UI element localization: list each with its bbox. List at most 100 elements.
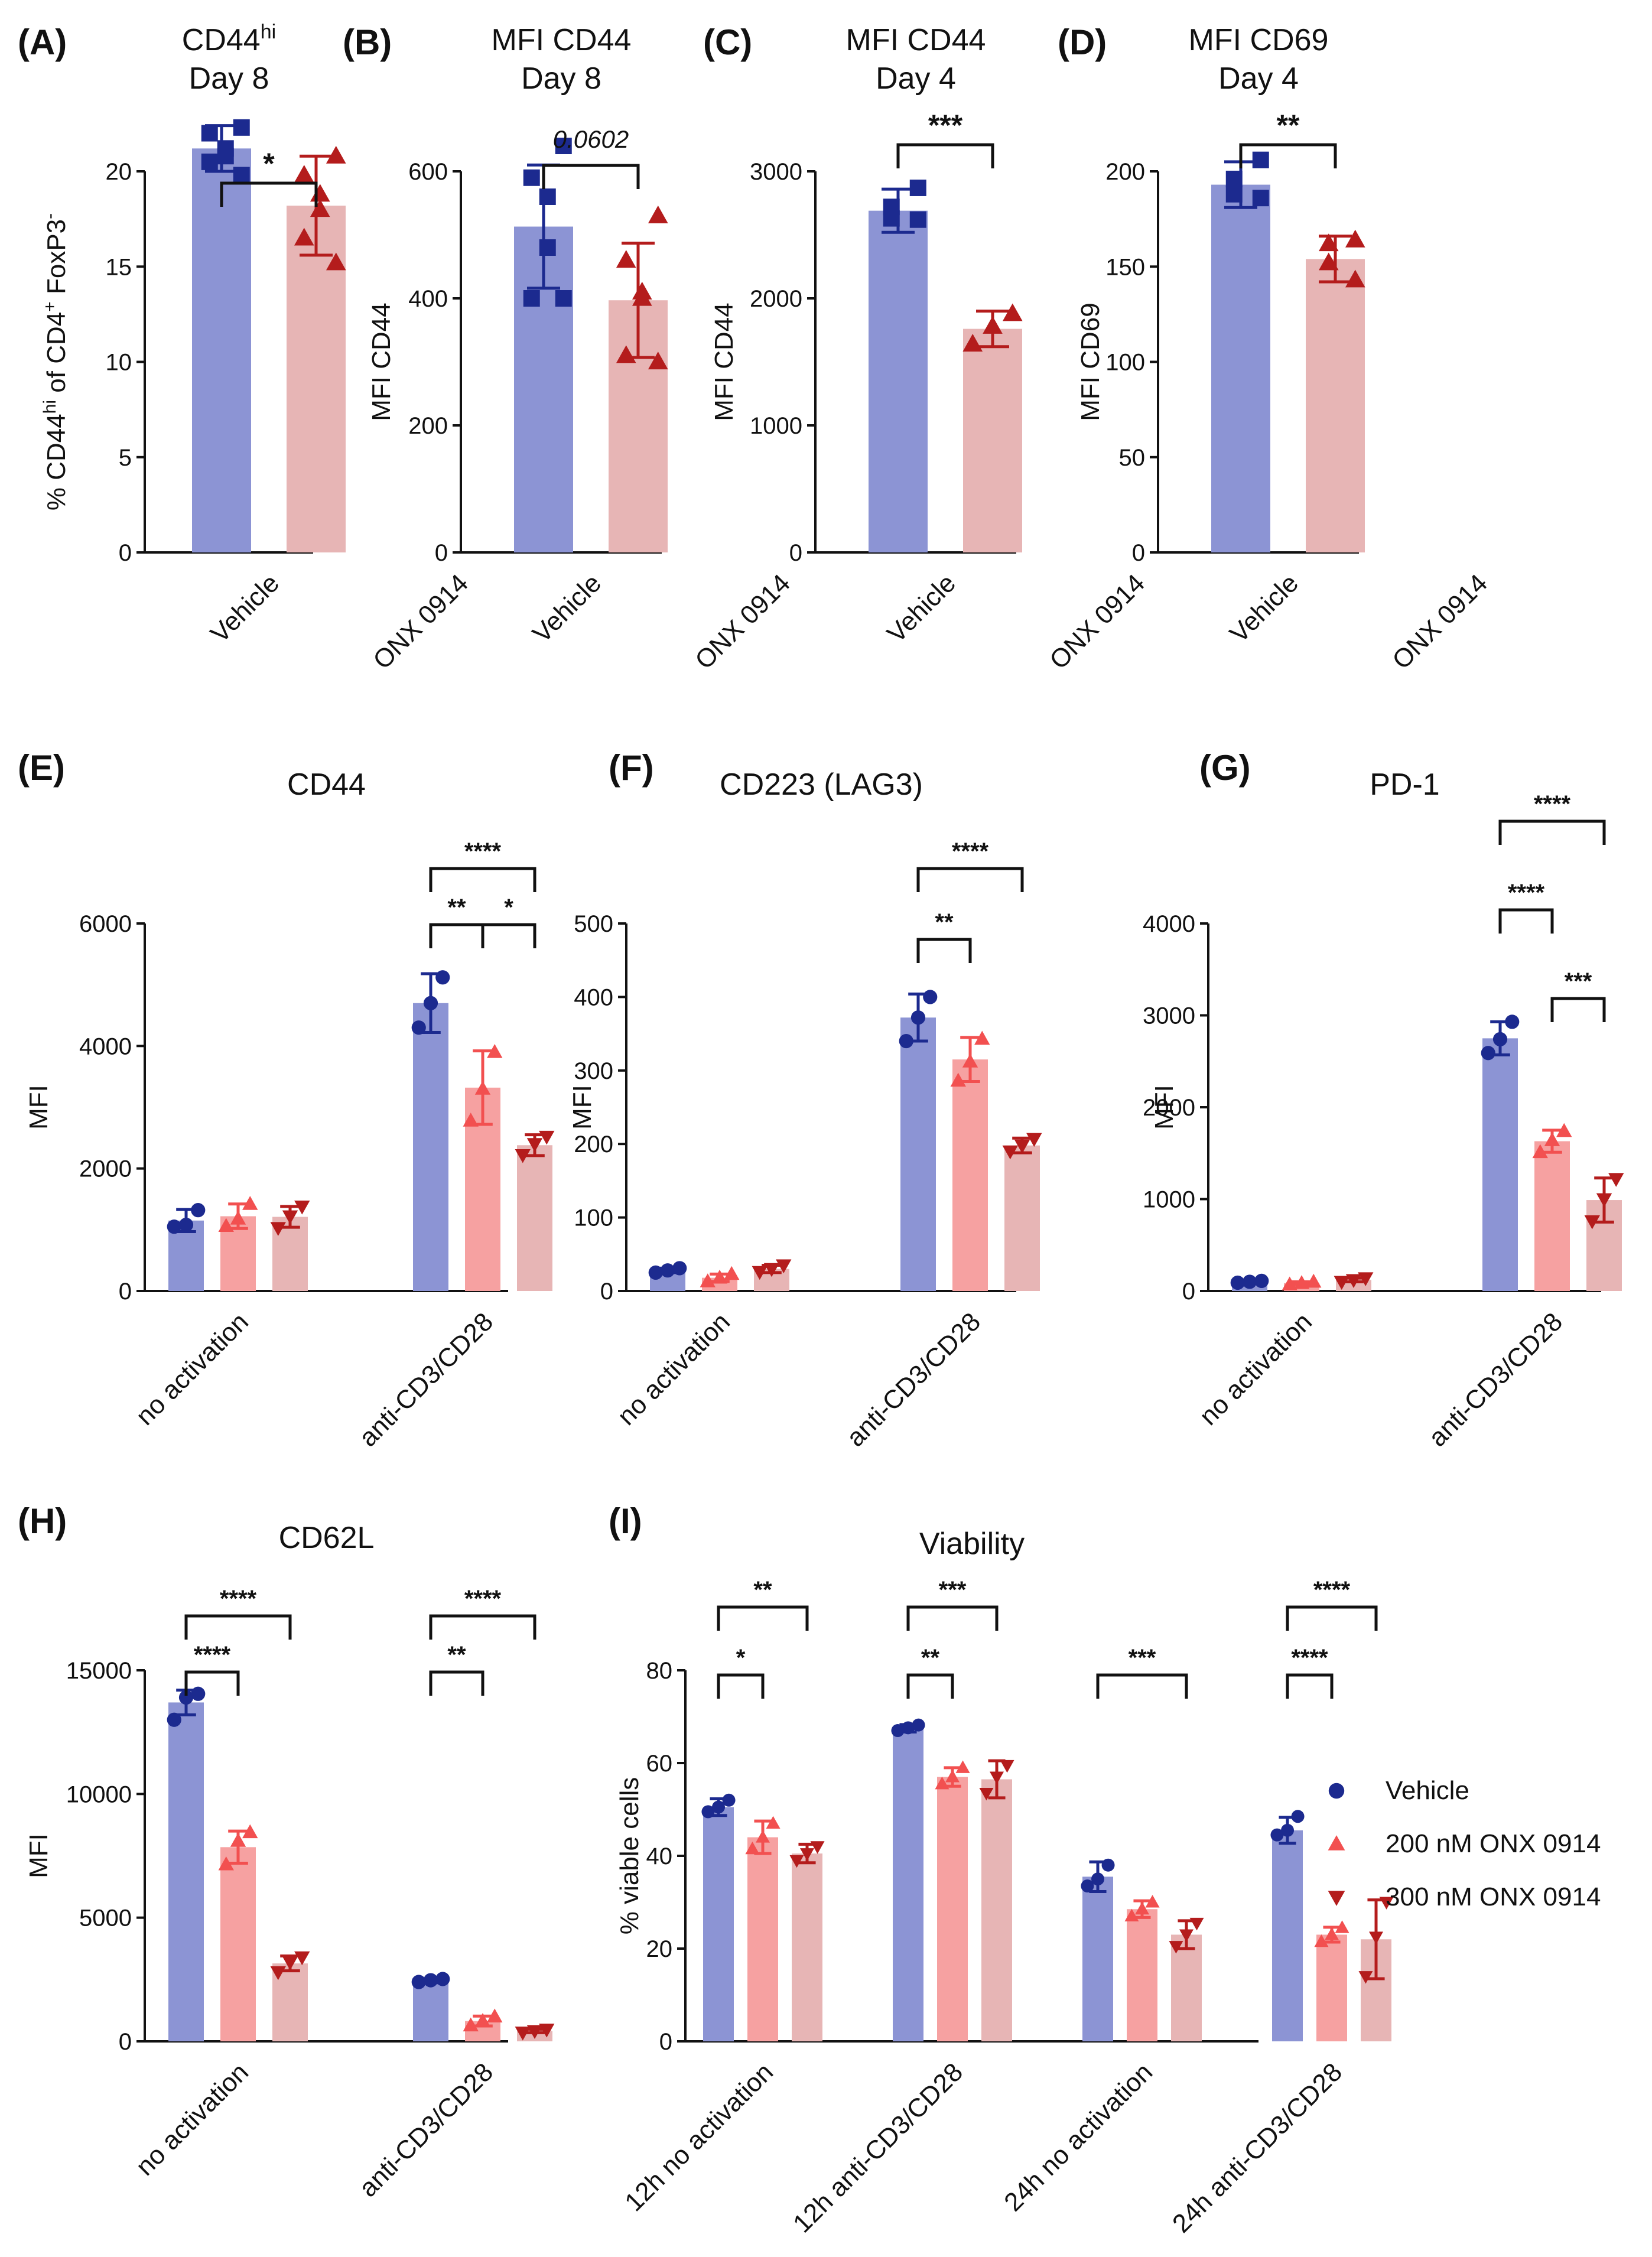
bar: [1306, 259, 1365, 552]
x-tick-label: no activation: [1194, 1307, 1318, 1430]
data-point: [632, 288, 652, 306]
data-point: [910, 1010, 926, 1025]
data-point: [539, 1130, 555, 1145]
y-tick-label: 0: [119, 540, 132, 566]
data-point: [700, 1273, 716, 1287]
y-tick-label: 1000: [1143, 1187, 1195, 1213]
data-point: [711, 1269, 728, 1284]
data-point: [1081, 1879, 1094, 1893]
y-tick-label: 6000: [79, 911, 132, 937]
data-point: [722, 1793, 736, 1807]
significance-stars: ****: [464, 838, 502, 864]
data-point: [539, 239, 556, 256]
y-tick-label: 400: [574, 984, 613, 1010]
data-point: [435, 1972, 450, 1986]
significance-stars: **: [921, 1645, 940, 1671]
significance-stars: ****: [1534, 791, 1571, 817]
y-tick-label: 300: [574, 1058, 613, 1084]
chart-panel-a: (A) CD44hi Day 8 0 5 10 15 20 % CD44hi of CD4+ F…: [18, 21, 474, 675]
significance-stars: ***: [939, 1577, 967, 1603]
panel-label: (E): [18, 748, 65, 788]
bar: [893, 1728, 923, 2041]
data-point: [935, 1776, 949, 1790]
significance-bracket: [481, 923, 536, 948]
chart-panel-e: (E) CD44 0 2000 4000 6000 MFI no activation anti…: [18, 748, 555, 1452]
y-tick-label: 100: [1105, 350, 1145, 376]
significance-bracket: [916, 867, 1024, 892]
bar: [517, 1145, 552, 1291]
panel-label: (B): [343, 22, 392, 62]
bar: [703, 1807, 734, 2041]
data-point: [282, 1956, 298, 1970]
y-tick-label: 15: [106, 254, 132, 280]
data-point: [463, 2017, 479, 2032]
data-point: [1281, 1823, 1294, 1837]
significance-stars: **: [447, 1642, 466, 1668]
data-point: [1306, 1273, 1322, 1288]
chart-title: Day 8: [189, 61, 269, 96]
bar: [1004, 1145, 1040, 1291]
data-point: [1014, 1139, 1030, 1154]
data-point: [983, 316, 1003, 334]
data-point: [1000, 1760, 1014, 1773]
data-point: [435, 970, 450, 985]
data-point: [974, 1030, 990, 1045]
chart-panel-g: (G) PD-1 0 1000 2000 3000 4000 MFI no activation…: [1143, 748, 1624, 1452]
y-tick-label: 0: [600, 1279, 613, 1305]
chart-title: CD62L: [279, 1521, 375, 1555]
data-point: [217, 148, 234, 165]
data-point: [1124, 1908, 1139, 1922]
x-tick-label: anti-CD3/CD28: [353, 2057, 499, 2203]
data-point: [411, 1020, 426, 1035]
data-point: [1369, 1931, 1383, 1944]
significance-bracket: [1498, 819, 1606, 845]
data-point: [955, 1760, 970, 1773]
y-tick-label: 0: [659, 2029, 672, 2055]
data-point: [294, 1201, 310, 1215]
data-point: [326, 252, 346, 271]
data-point: [616, 345, 636, 363]
chart-title: Day 4: [876, 61, 956, 96]
data-point: [648, 352, 668, 370]
data-point: [270, 1966, 286, 1980]
significance-bracket: [906, 1673, 954, 1699]
data-point: [310, 199, 330, 217]
data-point: [672, 1261, 687, 1276]
bar: [1316, 1934, 1347, 2041]
significance-bracket: [1286, 1605, 1378, 1631]
chart-title: CD44hi: [182, 21, 276, 57]
data-point: [962, 334, 983, 352]
significance-bracket: [429, 1670, 484, 1696]
panel-label: (A): [18, 22, 67, 62]
data-point: [1252, 190, 1269, 207]
chart-title: CD44: [287, 767, 366, 802]
chart-title: PD-1: [1370, 767, 1439, 802]
significance-bracket: [906, 1605, 999, 1631]
data-point: [701, 1805, 715, 1819]
data-point: [800, 1848, 814, 1861]
significance-bracket: [542, 164, 640, 189]
data-point: [423, 1973, 438, 1988]
y-tick-label: 4000: [1143, 911, 1195, 937]
y-tick-label: 2000: [79, 1156, 132, 1182]
x-tick-label: no activation: [131, 2057, 254, 2181]
x-tick-label: 24h anti-CD3/CD28: [1167, 2057, 1348, 2238]
data-point: [526, 2025, 543, 2040]
y-tick-label: 2000: [750, 286, 802, 312]
significance-bracket: [184, 1614, 292, 1640]
data-point: [294, 165, 314, 183]
data-point: [233, 119, 250, 136]
data-point: [1282, 1276, 1297, 1291]
data-point: [1334, 1276, 1349, 1290]
data-point: [763, 1263, 780, 1277]
y-tick-label: 200: [408, 413, 448, 439]
data-point: [810, 1841, 825, 1854]
data-point: [1345, 229, 1365, 248]
data-point: [539, 2024, 555, 2038]
significance-stars: ****: [1291, 1645, 1328, 1671]
bar: [1272, 1830, 1303, 2041]
data-point: [1254, 1273, 1269, 1288]
significance-stars: **: [447, 895, 466, 921]
data-point: [1556, 1123, 1572, 1137]
data-point: [474, 1081, 491, 1095]
